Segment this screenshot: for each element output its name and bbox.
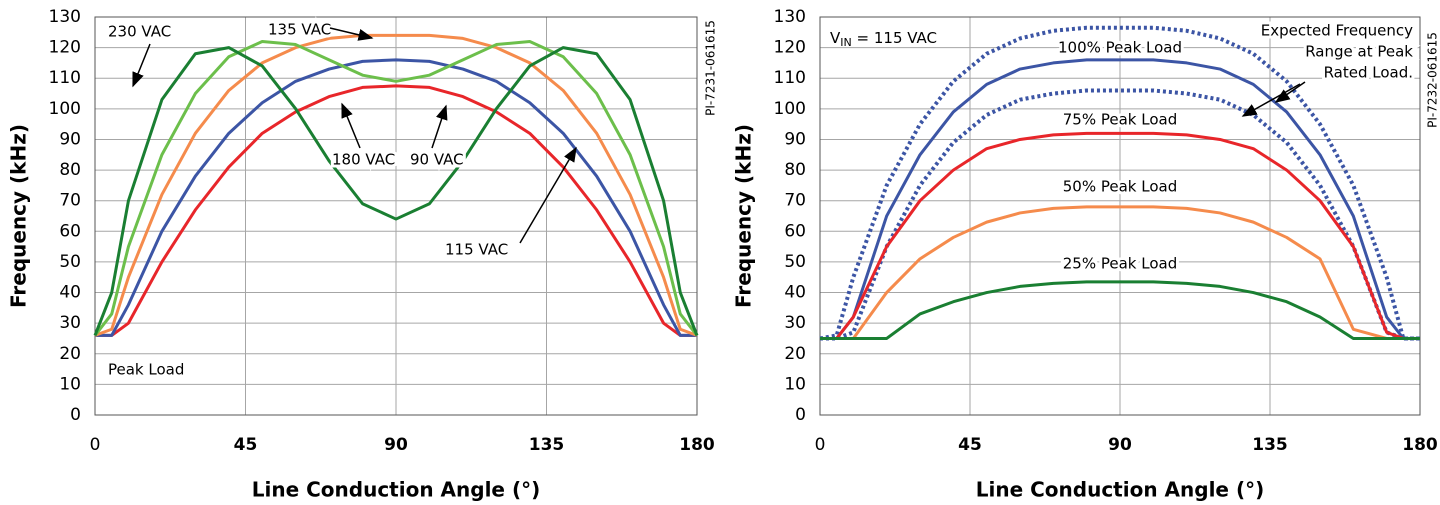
- y-tick-label: 60: [59, 221, 81, 241]
- figure-id: PI-7232-061615: [1426, 32, 1440, 128]
- series-label: 25% Peak Load: [1063, 255, 1177, 273]
- vin-main: V: [830, 29, 841, 47]
- annotation: Peak Load: [108, 361, 184, 379]
- series-label: 135 VAC: [268, 21, 331, 39]
- y-tick-label: 130: [774, 7, 806, 27]
- series-label: 180 VAC: [332, 151, 395, 169]
- arrow: [341, 102, 361, 149]
- y-tick-label: 100: [49, 99, 81, 119]
- vin-sub: IN: [840, 36, 851, 49]
- series-line: [95, 58, 697, 337]
- x-axis-label: Line Conduction Angle (°): [252, 478, 541, 502]
- range-note: Rated Load.: [1324, 64, 1413, 82]
- y-tick-label: 30: [784, 313, 806, 333]
- x-tick-label: 90: [1108, 435, 1132, 455]
- arrow: [329, 27, 374, 41]
- y-tick-label: 120: [774, 38, 806, 58]
- series-label: 115 VAC: [445, 241, 508, 259]
- series-label: 100% Peak Load: [1058, 39, 1182, 57]
- vin-rest: = 115 VAC: [852, 29, 937, 47]
- x-tick-label: 45: [234, 435, 258, 455]
- y-tick-label: 70: [784, 191, 806, 211]
- series-line: [819, 25, 1420, 341]
- plot-border: [819, 16, 1421, 416]
- y-axis-label: Frequency (kHz): [7, 124, 31, 308]
- series-label: 90 VAC: [410, 151, 464, 169]
- y-tick-label: 10: [784, 374, 806, 394]
- arrow: [519, 146, 577, 244]
- x-tick-label: 180: [1402, 435, 1438, 455]
- x-tick-label: 135: [1252, 435, 1288, 455]
- y-tick-label: 20: [784, 344, 806, 364]
- figure-id: PI-7231-061615: [704, 20, 718, 116]
- y-tick-label: 80: [784, 160, 806, 180]
- x-tick-label: 135: [529, 435, 565, 455]
- y-tick-label: 80: [59, 160, 81, 180]
- y-axis-label: Frequency (kHz): [732, 124, 756, 308]
- y-tick-label: 40: [59, 283, 81, 303]
- y-tick-label: 130: [49, 7, 81, 27]
- series-line: [94, 33, 698, 337]
- arrow: [1241, 83, 1301, 117]
- y-tick-label: 0: [795, 405, 806, 425]
- x-axis-label: Line Conduction Angle (°): [976, 478, 1265, 502]
- y-tick-label: 90: [59, 129, 81, 149]
- range-note: Expected Frequency: [1261, 22, 1413, 40]
- y-tick-label: 110: [774, 68, 806, 88]
- y-tick-label: 110: [49, 68, 81, 88]
- series-label: 230 VAC: [108, 23, 171, 41]
- y-tick-label: 20: [59, 344, 81, 364]
- x-tick-label: 180: [679, 435, 715, 455]
- x-tick-label: 0: [815, 435, 826, 455]
- y-tick-label: 120: [49, 38, 81, 58]
- y-tick-label: 30: [59, 313, 81, 333]
- series-line: [820, 280, 1420, 340]
- series-label: 50% Peak Load: [1063, 178, 1177, 196]
- y-tick-label: 50: [784, 252, 806, 272]
- y-tick-label: 50: [59, 252, 81, 272]
- arrow: [431, 104, 448, 149]
- series-line: [820, 205, 1420, 340]
- series-line: [93, 46, 699, 336]
- y-tick-label: 100: [774, 99, 806, 119]
- series-line: [820, 131, 1420, 340]
- vin-label: VIN = 115 VAC: [830, 29, 937, 50]
- plot-border: [94, 16, 698, 416]
- y-tick-label: 90: [784, 129, 806, 149]
- series-line: [820, 58, 1420, 340]
- x-tick-label: 45: [958, 435, 982, 455]
- series-label: 75% Peak Load: [1063, 111, 1177, 129]
- y-tick-label: 40: [784, 283, 806, 303]
- series-line: [93, 39, 699, 337]
- y-tick-label: 10: [59, 374, 81, 394]
- y-tick-label: 0: [70, 405, 81, 425]
- range-note: Range at Peak: [1305, 43, 1413, 61]
- x-tick-label: 90: [384, 435, 408, 455]
- series-line: [95, 84, 697, 337]
- arrow: [132, 43, 151, 88]
- y-tick-label: 70: [59, 191, 81, 211]
- arrow: [1274, 81, 1306, 103]
- y-tick-label: 60: [784, 221, 806, 241]
- x-tick-label: 0: [90, 435, 101, 455]
